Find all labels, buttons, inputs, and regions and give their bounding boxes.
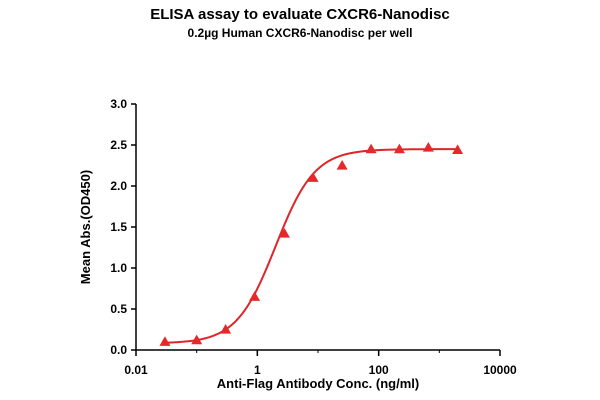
data-point (393, 143, 405, 154)
data-points (159, 141, 464, 346)
x-axis-label: Anti-Flag Antibody Conc. (ng/ml) (217, 376, 419, 391)
y-tick-label: 0.5 (110, 302, 127, 316)
x-tick-label: 100 (369, 363, 389, 377)
y-tick-label: 1.5 (110, 220, 127, 234)
y-tick-label: 0.0 (110, 343, 127, 357)
data-point (159, 336, 171, 346)
y-axis-ticks: 0.0 0.5 1.0 1.5 2.0 2.5 3.0 (110, 97, 136, 357)
x-tick-label: 10000 (483, 363, 517, 377)
data-point (422, 141, 434, 152)
data-point (452, 144, 464, 155)
y-tick-label: 3.0 (110, 97, 127, 111)
x-axis-ticks: 0.01 1 100 10000 (124, 350, 517, 377)
data-point (307, 172, 319, 182)
data-point (365, 143, 377, 154)
x-tick-label: 1 (254, 363, 261, 377)
y-tick-label: 2.5 (110, 138, 127, 152)
y-tick-label: 1.0 (110, 261, 127, 275)
y-tick-label: 2.0 (110, 179, 127, 193)
chart-subtitle: 0.2µg Human CXCR6-Nanodisc per well (188, 26, 413, 40)
data-point (278, 228, 290, 238)
data-point (249, 291, 261, 301)
data-point (220, 324, 232, 334)
y-axis-label: Mean Abs.(OD450) (78, 170, 93, 284)
x-tick-label: 0.01 (124, 363, 148, 377)
data-point (336, 160, 348, 170)
chart-title: ELISA assay to evaluate CXCR6-Nanodisc (150, 6, 450, 23)
data-point (191, 334, 203, 345)
